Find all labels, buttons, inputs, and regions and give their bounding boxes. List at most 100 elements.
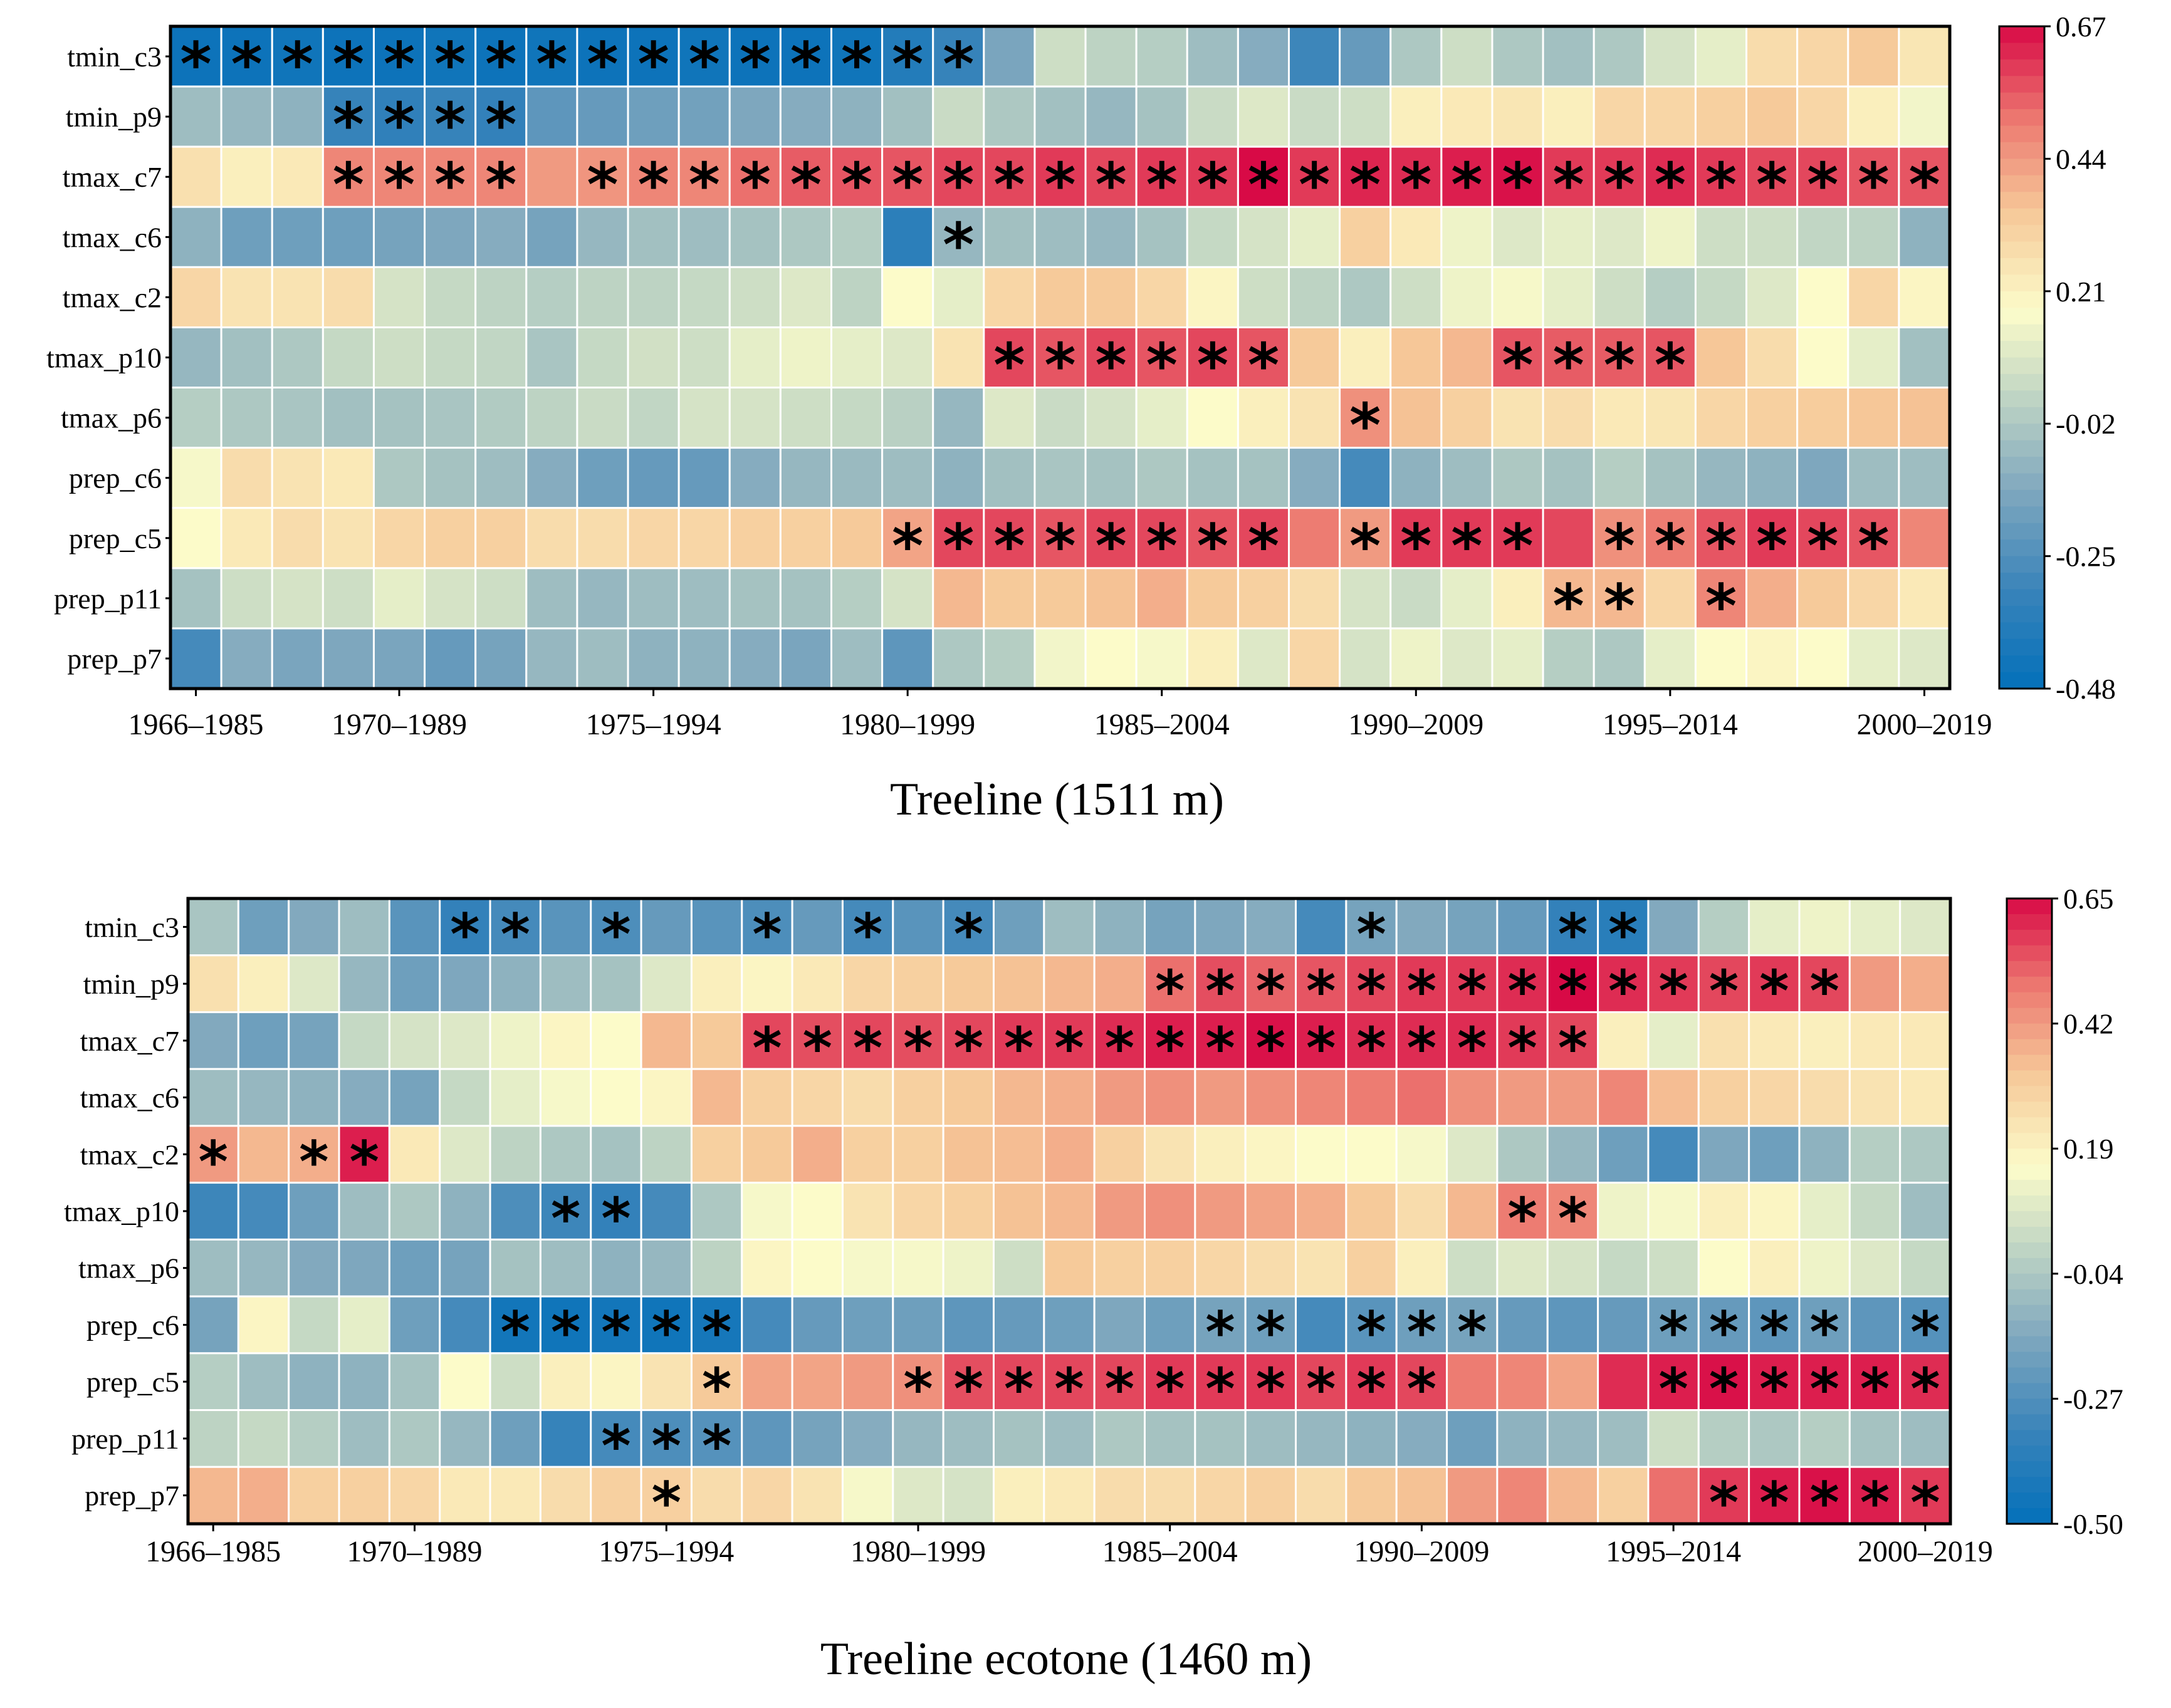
heatmap-cell — [779, 627, 832, 690]
heatmap-cell — [640, 1068, 693, 1127]
heatmap-cell — [372, 266, 426, 328]
colorbar-tick-label: 0.19 — [2063, 1133, 2114, 1165]
significance-marker: * — [1044, 331, 1075, 401]
heatmap-cell — [791, 954, 844, 1013]
heatmap-cell — [1345, 897, 1398, 957]
significance-marker: * — [1759, 959, 1789, 1025]
heatmap-cell — [1899, 1238, 1952, 1298]
significance-marker: * — [349, 1130, 379, 1195]
significance-marker: * — [1858, 150, 1889, 220]
heatmap-cell — [1339, 627, 1392, 690]
heatmap-cell — [1288, 206, 1341, 268]
significance-marker: * — [1809, 1357, 1839, 1423]
significance-marker: * — [1197, 331, 1228, 401]
row-label: prep_c5 — [69, 523, 162, 555]
colorbar-band — [1999, 291, 2044, 308]
heatmap-cell — [1194, 1068, 1247, 1127]
heatmap-cell — [1748, 1466, 1801, 1525]
heatmap-cell — [388, 1238, 441, 1298]
heatmap-cell — [1647, 897, 1700, 957]
heatmap-cell — [1542, 447, 1595, 509]
heatmap-cell — [1496, 1352, 1549, 1412]
chart-title: Treeline (1511 m) — [890, 774, 1224, 825]
heatmap-cell — [338, 1409, 390, 1468]
significance-marker: * — [1155, 1357, 1185, 1423]
significance-marker: * — [282, 29, 313, 100]
row-label: tmax_p10 — [46, 342, 162, 374]
significance-marker: * — [1205, 1300, 1235, 1366]
heatmap-cell — [741, 1238, 793, 1298]
row-label: tmin_c3 — [67, 41, 162, 73]
significance-marker: * — [1197, 150, 1228, 220]
significance-marker: * — [1860, 1357, 1890, 1423]
heatmap-cell — [439, 1182, 491, 1241]
heatmap-cell — [590, 1182, 642, 1241]
significance-marker: * — [892, 150, 923, 220]
heatmap-cell — [1597, 1466, 1650, 1525]
heatmap-cell — [1694, 387, 1748, 449]
colorbar-band — [2007, 1070, 2052, 1086]
heatmap-cell — [576, 447, 629, 509]
heatmap-cell — [539, 1125, 592, 1184]
heatmap-cell — [1848, 1068, 1902, 1127]
heatmap-cell — [1237, 266, 1290, 328]
heatmap-cell — [1244, 1182, 1297, 1241]
heatmap-cell — [881, 447, 934, 509]
heatmap-cell — [322, 326, 375, 389]
significance-marker: * — [803, 1016, 832, 1081]
heatmap-cell — [1748, 954, 1801, 1013]
heatmap-cell — [791, 897, 844, 957]
heatmap-cell — [372, 85, 426, 148]
heatmap-cell — [1389, 145, 1443, 208]
heatmap-cell — [690, 1125, 743, 1184]
heatmap-cell — [1043, 1466, 1096, 1525]
heatmap-cell — [237, 1125, 290, 1184]
heatmap-cell — [590, 1295, 642, 1355]
colorbar-band — [2007, 1008, 2052, 1024]
significance-marker: * — [1105, 1357, 1134, 1423]
colorbar-band — [2007, 1133, 2052, 1149]
significance-marker: * — [1858, 511, 1889, 581]
significance-marker: * — [903, 1016, 933, 1081]
heatmap-cell — [288, 1466, 340, 1525]
heatmap-cell — [1186, 447, 1239, 509]
significance-marker: * — [943, 29, 974, 100]
heatmap-cell — [1135, 507, 1188, 570]
heatmap-cell — [640, 1182, 693, 1241]
significance-marker: * — [1451, 511, 1482, 581]
heatmap-cell — [237, 954, 290, 1013]
heatmap-cell — [1194, 1466, 1247, 1525]
heatmap-cell — [942, 1352, 995, 1412]
significance-marker: * — [1004, 1357, 1033, 1423]
heatmap-cell — [1446, 1295, 1499, 1355]
significance-marker: * — [1004, 1016, 1033, 1081]
significance-marker: * — [1146, 511, 1178, 581]
heatmap-cell — [439, 1466, 491, 1525]
colorbar-band — [1999, 506, 2044, 524]
heatmap-cell — [728, 627, 782, 690]
heatmap-cell — [1440, 266, 1494, 328]
heatmap-cell — [1288, 145, 1341, 208]
heatmap-cell — [1093, 1011, 1146, 1070]
significance-marker: * — [1553, 571, 1584, 642]
heatmap-cell — [1244, 897, 1297, 957]
significance-marker: * — [652, 1414, 681, 1479]
heatmap-cell — [1440, 206, 1494, 268]
heatmap-cell — [1496, 1409, 1549, 1468]
heatmap-cell — [1395, 1182, 1448, 1241]
heatmap-cell — [388, 1409, 441, 1468]
heatmap-cell — [841, 1409, 894, 1468]
heatmap-cell — [1446, 897, 1499, 957]
chart-title: Treeline ecotone (1460 m) — [820, 1633, 1312, 1685]
heatmap-cell — [1796, 25, 1849, 88]
significance-marker: * — [1349, 150, 1381, 220]
heatmap-cell — [881, 387, 934, 449]
heatmap-cell — [187, 1238, 239, 1298]
significance-marker: * — [333, 29, 364, 100]
heatmap-cell — [741, 1409, 793, 1468]
significance-marker: * — [702, 1300, 731, 1366]
heatmap-cell — [640, 1295, 693, 1355]
heatmap-cell — [1043, 897, 1096, 957]
heatmap-cell — [1643, 206, 1697, 268]
heatmap-cell — [288, 897, 340, 957]
